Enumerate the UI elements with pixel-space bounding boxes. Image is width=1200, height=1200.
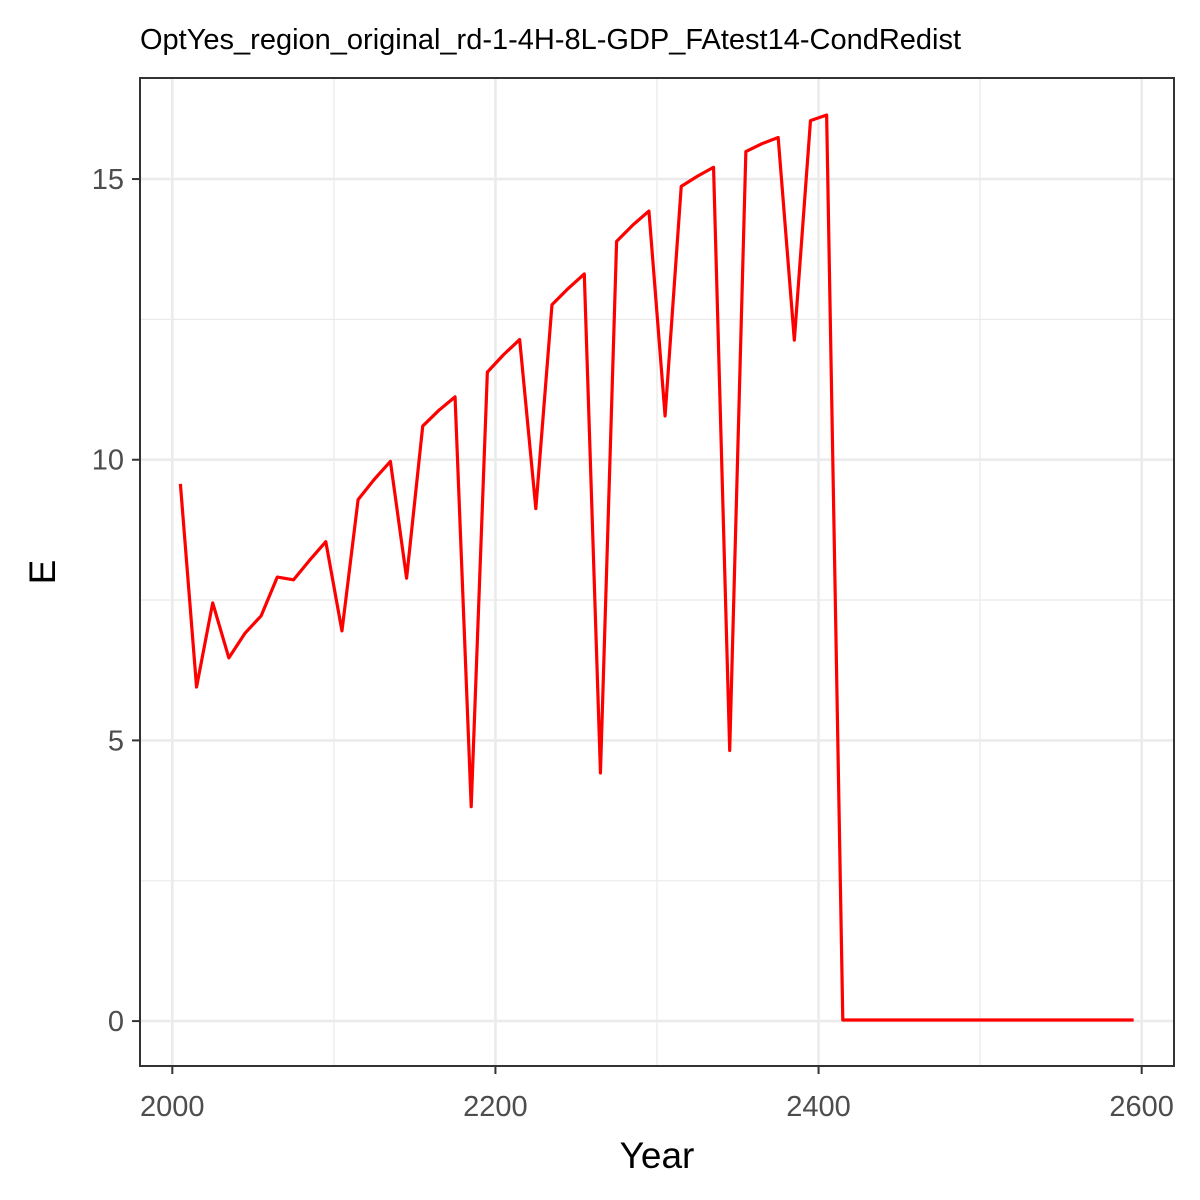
plot-panel-border — [139, 77, 1175, 1067]
x-tick-label-1: 2200 — [463, 1091, 528, 1123]
y-tick-label-2: 10 — [92, 445, 124, 477]
x-axis-ticks: 2000 2200 2400 2600 — [140, 1066, 1174, 1123]
x-tick-label-2: 2400 — [786, 1091, 851, 1123]
y-tick-label-0: 0 — [108, 1006, 124, 1038]
x-tick-label-0: 2000 — [140, 1091, 205, 1123]
major-gridlines — [140, 78, 1174, 1066]
x-tick-label-3: 2600 — [1109, 1091, 1174, 1123]
y-axis-ticks: 0 5 10 15 — [92, 164, 140, 1038]
y-tick-label-3: 15 — [92, 164, 124, 196]
y-axis-title: E — [22, 560, 63, 585]
chart-title: OptYes_region_original_rd-1-4H-8L-GDP_FA… — [140, 24, 961, 56]
y-tick-label-1: 5 — [108, 725, 124, 757]
series-line-e — [178, 113, 1134, 1022]
x-axis-title: Year — [620, 1135, 695, 1176]
